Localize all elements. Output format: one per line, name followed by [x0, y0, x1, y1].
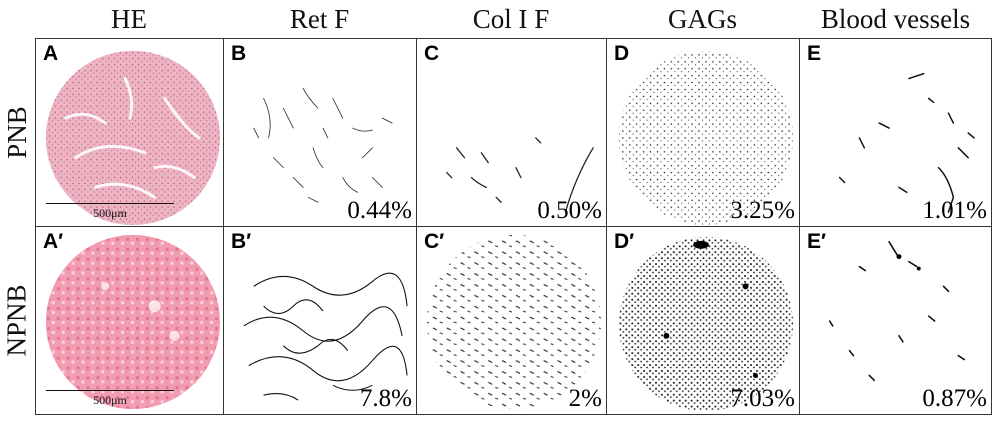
panel-label: B′	[231, 230, 252, 253]
panel-b-ret-f-pnb: B 0.44%	[223, 38, 417, 227]
percentage-value: 3.25%	[730, 197, 795, 224]
column-header-he: HE	[111, 4, 147, 34]
panel-b-prime-ret-f-npnb: B′ 7.8%	[223, 226, 417, 415]
panel-label: C	[424, 42, 440, 65]
percentage-value: 7.03%	[730, 385, 795, 412]
stain-image	[618, 236, 794, 412]
panel-label: D	[614, 42, 630, 65]
panel-label: D′	[614, 230, 635, 253]
he-tissue-image-pnb	[45, 50, 221, 226]
panel-c-col-i-f-pnb: C 0.50%	[416, 38, 607, 227]
panel-label: E	[807, 42, 822, 65]
percentage-value: 2%	[568, 385, 602, 412]
stain-image	[828, 241, 966, 382]
percentage-value: 0.44%	[347, 197, 412, 224]
panel-d-prime-gags-npnb: D′ 7.03%	[606, 226, 800, 415]
panel-label: E′	[807, 230, 827, 253]
percentage-value: 7.8%	[359, 385, 412, 412]
percentage-value: 0.87%	[922, 385, 987, 412]
he-tissue-image-npnb	[45, 234, 221, 410]
panel-label: A′	[43, 230, 64, 253]
panel-d-gags-pnb: D 3.25%	[606, 38, 800, 227]
scale-bar-label: 500μm	[93, 206, 127, 220]
percentage-value: 0.50%	[537, 197, 602, 224]
percentage-value: 1.01%	[922, 197, 987, 224]
panel-label: A	[43, 42, 59, 65]
stain-image	[426, 234, 602, 410]
scale-bar-label: 500μm	[93, 393, 127, 407]
stain-image	[253, 88, 393, 203]
stain-image	[446, 137, 594, 213]
row-header-npnb-text: NPNB	[1, 283, 32, 357]
panel-c-prime-col-i-f-npnb: C′ 2%	[416, 226, 607, 415]
column-header-gags: GAGs	[667, 4, 737, 34]
column-header-col-i-f: Col I F	[472, 4, 550, 34]
column-header-blood-vessels: Blood vessels	[820, 4, 971, 34]
stain-image	[838, 72, 975, 213]
panel-label: C′	[424, 230, 445, 253]
row-header-pnb: PNB	[0, 38, 34, 226]
panel-e-prime-blood-vessels-npnb: E′ 0.87%	[799, 226, 992, 415]
stain-image	[618, 50, 794, 226]
column-header-ret-f: Ret F	[289, 4, 350, 34]
row-header-npnb: NPNB	[0, 226, 34, 414]
panel-e-blood-vessels-pnb: E 1.01%	[799, 38, 992, 227]
row-header-pnb-text: PNB	[1, 105, 32, 159]
stain-image	[243, 272, 408, 401]
panel-label: B	[231, 42, 247, 65]
panel-a-prime-he-npnb: A′ 500μm	[35, 226, 224, 415]
panel-a-he-pnb: A 500μm	[35, 38, 224, 227]
